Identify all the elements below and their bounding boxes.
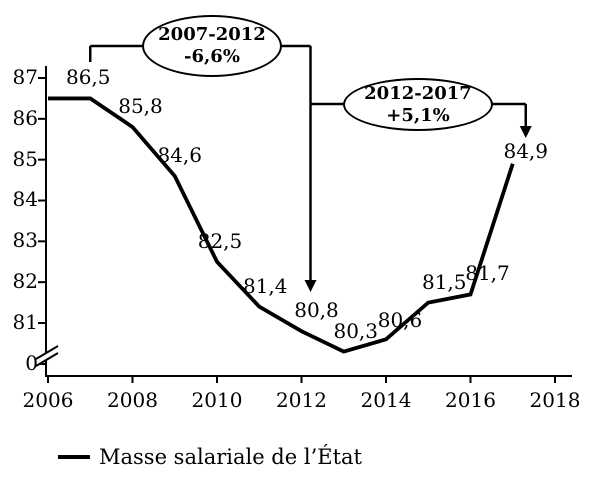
arrow-head-down-icon bbox=[304, 280, 317, 292]
data-point-label: 85,8 bbox=[118, 93, 163, 118]
y-tick-label: 85 bbox=[12, 146, 38, 171]
data-point-label: 86,5 bbox=[65, 65, 111, 90]
annotation-bubble-2012-2017: 2012-2017 +5,1% bbox=[343, 78, 493, 131]
data-point-label: 80,3 bbox=[333, 318, 379, 343]
data-point-label: 82,5 bbox=[197, 228, 243, 253]
y-tick-label: 0 bbox=[25, 351, 38, 375]
x-tick-label: 2014 bbox=[360, 388, 412, 412]
data-point-label: 80,6 bbox=[377, 308, 423, 333]
legend-line-swatch bbox=[58, 455, 90, 459]
legend-label: Masse salariale de l’État bbox=[99, 445, 362, 469]
arrow-head-down-icon bbox=[519, 126, 532, 138]
y-tick-label: 86 bbox=[12, 105, 38, 130]
annotation-change-label: +5,1% bbox=[386, 104, 450, 126]
data-point-label: 84,6 bbox=[157, 142, 203, 167]
x-tick-label: 2010 bbox=[191, 388, 243, 412]
y-tick-label: 82 bbox=[12, 269, 38, 294]
x-tick-label: 2008 bbox=[107, 388, 158, 412]
y-tick-label: 83 bbox=[12, 228, 38, 253]
x-tick-label: 2016 bbox=[445, 388, 496, 412]
y-tick-label: 81 bbox=[12, 309, 38, 334]
data-point-label: 81,5 bbox=[421, 269, 467, 294]
data-point-label: 80,8 bbox=[294, 298, 339, 323]
x-tick-label: 2012 bbox=[276, 388, 327, 412]
annotation-bubble-2007-2012: 2007-2012 -6,6% bbox=[142, 15, 282, 77]
data-point-label: 81,4 bbox=[242, 273, 288, 298]
annotation-range-label: 2012-2017 bbox=[364, 82, 472, 104]
legend: Masse salariale de l’État bbox=[58, 445, 362, 469]
axis-break-line bbox=[35, 352, 59, 367]
data-point-label: 81,7 bbox=[465, 261, 510, 286]
x-tick-label: 2006 bbox=[22, 388, 74, 412]
axis-break bbox=[36, 346, 58, 366]
data-point-label: 84,9 bbox=[503, 138, 549, 163]
y-tick-label: 87 bbox=[12, 65, 38, 89]
y-tick-label: 84 bbox=[12, 187, 38, 212]
series-line bbox=[48, 96, 515, 354]
annotation-change-label: -6,6% bbox=[184, 46, 240, 67]
annotation-range-label: 2007-2012 bbox=[158, 24, 266, 46]
axis-break-line bbox=[35, 345, 59, 360]
x-tick-label: 2018 bbox=[529, 388, 581, 412]
